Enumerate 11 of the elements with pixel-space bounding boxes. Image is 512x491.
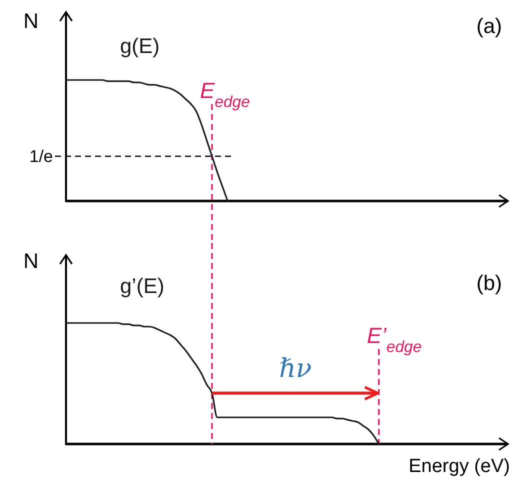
annotation: ℏν bbox=[279, 354, 312, 384]
annotation: E$_{edge}$ bbox=[200, 78, 250, 110]
series-label: g’(E) bbox=[120, 275, 164, 298]
series-label: g(E) bbox=[120, 35, 160, 58]
text: (b) bbox=[476, 272, 502, 295]
x-axis-title: Energy (eV) bbox=[408, 456, 510, 477]
ref-line-label: 1/e bbox=[29, 147, 53, 166]
y-axis-title: N bbox=[23, 10, 39, 33]
annotation: E’$_{edge}$ bbox=[366, 323, 422, 356]
text: (a) bbox=[476, 15, 502, 38]
y-axis-title: N bbox=[23, 250, 39, 273]
